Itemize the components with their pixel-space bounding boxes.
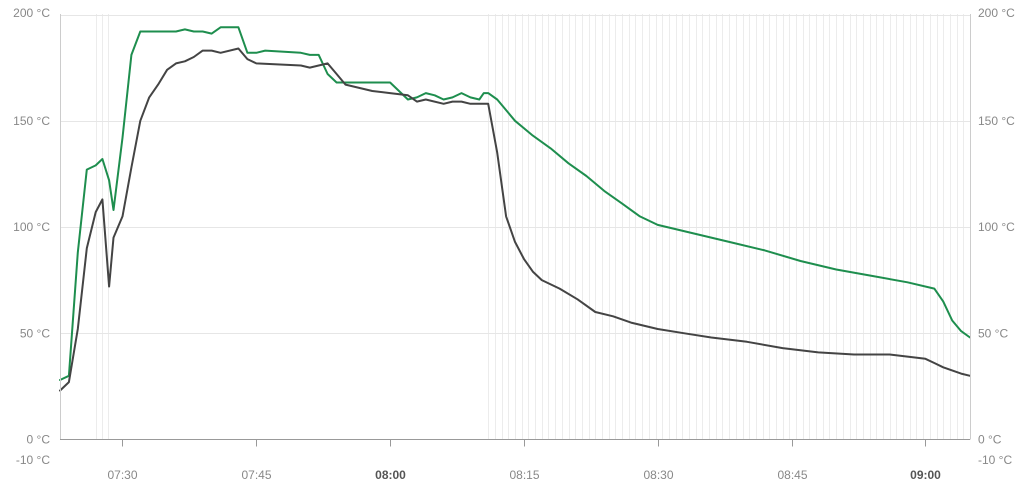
x-tick-label: 09:00 (910, 468, 941, 482)
series-line-green (59, 26, 971, 381)
vertical-grid (96, 14, 964, 440)
y-tick-label-left: 150 °C (13, 114, 50, 128)
axes (60, 14, 971, 447)
series-line-dark (59, 47, 971, 392)
y-tick-label-right: 150 °C (978, 114, 1015, 128)
x-tick-label: 08:00 (375, 468, 406, 482)
x-tick-label: 08:15 (509, 468, 539, 482)
y-tick-label-right: 50 °C (978, 326, 1008, 340)
x-tick-label: 07:45 (241, 468, 271, 482)
y-tick-label-right: 200 °C (978, 6, 1015, 20)
y-axis-right-labels: 200 °C 150 °C 100 °C 50 °C 0 °C -10 °C (978, 6, 1015, 467)
x-tick-label: 08:45 (777, 468, 807, 482)
y-tick-label-right: -10 °C (978, 453, 1012, 467)
y-tick-label-left: 50 °C (20, 326, 50, 340)
y-tick-label-left: 200 °C (13, 6, 50, 20)
y-axis-left-labels: 200 °C 150 °C 100 °C 50 °C 0 °C -10 °C (13, 6, 50, 467)
x-axis-labels: 07:30 07:45 08:00 08:15 08:30 08:45 09:00 (107, 468, 941, 482)
y-tick-label-right: 100 °C (978, 220, 1015, 234)
y-tick-label-left: -10 °C (16, 453, 50, 467)
y-tick-label-right: 0 °C (978, 433, 1002, 447)
x-tick-label: 08:30 (643, 468, 673, 482)
x-tick-label: 07:30 (107, 468, 137, 482)
y-tick-label-left: 100 °C (13, 220, 50, 234)
series-layer (59, 26, 971, 392)
y-tick-label-left: 0 °C (27, 433, 51, 447)
